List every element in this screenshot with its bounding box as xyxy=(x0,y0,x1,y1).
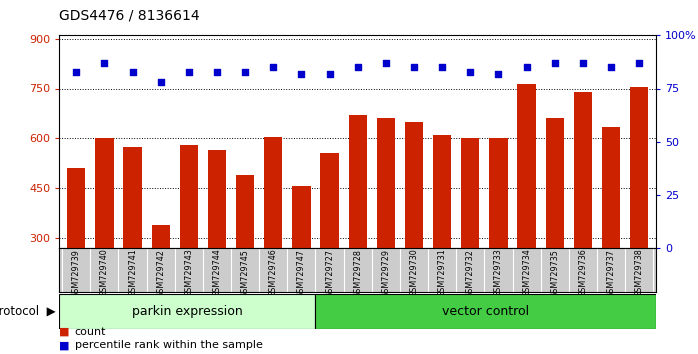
Point xyxy=(521,64,532,70)
Bar xyxy=(630,87,648,337)
Point xyxy=(605,64,616,70)
Bar xyxy=(236,175,254,337)
Point xyxy=(296,71,307,76)
Text: GDS4476 / 8136614: GDS4476 / 8136614 xyxy=(59,9,200,23)
Bar xyxy=(208,150,226,337)
Point xyxy=(155,79,166,85)
Text: ■: ■ xyxy=(59,327,70,337)
Bar xyxy=(602,127,621,337)
Point xyxy=(549,60,560,66)
Point xyxy=(436,64,447,70)
Text: vector control: vector control xyxy=(442,305,529,318)
Text: GSM729741: GSM729741 xyxy=(128,249,137,297)
Bar xyxy=(95,138,114,337)
Point xyxy=(380,60,392,66)
Point xyxy=(577,60,588,66)
Point xyxy=(70,69,82,74)
Text: GSM729728: GSM729728 xyxy=(353,249,362,298)
Bar xyxy=(264,137,283,337)
Text: GSM729744: GSM729744 xyxy=(212,249,221,297)
Text: GSM729727: GSM729727 xyxy=(325,249,334,298)
Point xyxy=(465,69,476,74)
Bar xyxy=(348,115,367,337)
Bar xyxy=(315,294,656,329)
Text: ■: ■ xyxy=(59,341,70,350)
Point xyxy=(127,69,138,74)
Bar xyxy=(461,138,480,337)
Bar xyxy=(405,122,423,337)
Text: GSM729747: GSM729747 xyxy=(297,249,306,298)
Bar xyxy=(377,118,395,337)
Text: protocol  ▶: protocol ▶ xyxy=(0,305,56,318)
Bar xyxy=(320,153,339,337)
Text: parkin expression: parkin expression xyxy=(132,305,243,318)
Point xyxy=(184,69,195,74)
Point xyxy=(239,69,251,74)
Bar xyxy=(433,135,452,337)
Point xyxy=(324,71,335,76)
Point xyxy=(268,64,279,70)
Bar xyxy=(67,168,85,337)
Bar xyxy=(59,294,315,329)
Point xyxy=(493,71,504,76)
Text: GSM729743: GSM729743 xyxy=(184,249,193,297)
Text: GSM729740: GSM729740 xyxy=(100,249,109,297)
Text: GSM729734: GSM729734 xyxy=(522,249,531,297)
Point xyxy=(99,60,110,66)
Text: GSM729737: GSM729737 xyxy=(607,249,616,298)
Text: GSM729736: GSM729736 xyxy=(579,249,588,297)
Bar xyxy=(151,224,170,337)
Text: GSM729745: GSM729745 xyxy=(241,249,250,298)
Point xyxy=(408,64,419,70)
Text: GSM729739: GSM729739 xyxy=(72,249,81,298)
Bar xyxy=(574,92,592,337)
Text: percentile rank within the sample: percentile rank within the sample xyxy=(75,341,262,350)
Text: GSM729738: GSM729738 xyxy=(634,249,644,297)
Text: GSM729731: GSM729731 xyxy=(438,249,447,297)
Bar xyxy=(292,187,311,337)
Point xyxy=(211,69,223,74)
Text: GSM729742: GSM729742 xyxy=(156,249,165,298)
Bar xyxy=(489,138,507,337)
Text: GSM729732: GSM729732 xyxy=(466,249,475,298)
Text: GSM729735: GSM729735 xyxy=(550,249,559,298)
Text: GSM729733: GSM729733 xyxy=(494,249,503,297)
Point xyxy=(634,60,645,66)
Text: GSM729729: GSM729729 xyxy=(381,249,390,298)
Point xyxy=(352,64,363,70)
Bar xyxy=(124,147,142,337)
Bar xyxy=(179,145,198,337)
Text: GSM729746: GSM729746 xyxy=(269,249,278,297)
Text: count: count xyxy=(75,327,106,337)
Text: GSM729730: GSM729730 xyxy=(410,249,419,297)
Bar xyxy=(517,84,536,337)
Bar xyxy=(546,118,564,337)
